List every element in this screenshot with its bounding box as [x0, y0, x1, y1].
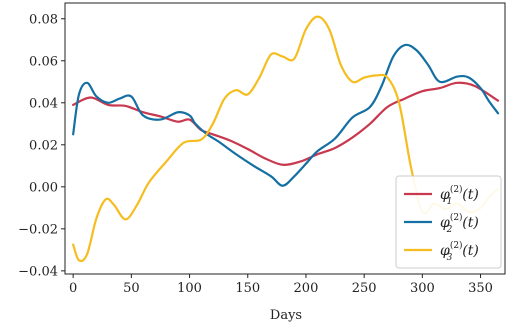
x-tick-label: 350	[468, 281, 493, 296]
y-tick-label: 0.00	[29, 180, 58, 195]
y-tick-label: −0.04	[18, 264, 58, 279]
tick-marks	[61, 18, 482, 278]
x-tick-label: 250	[352, 281, 377, 296]
legend-box	[395, 175, 502, 269]
x-tick-label: 150	[235, 281, 260, 296]
y-tick-label: 0.02	[29, 138, 58, 153]
plot-frame	[64, 2, 506, 275]
legend: φ(2) 1 (t) φ(2) 2 (t) φ(2) 3 (t)	[395, 175, 502, 269]
x-axis-label: Days	[270, 308, 302, 323]
x-tick-label: 200	[294, 281, 319, 296]
series-line-1	[72, 81, 500, 166]
tick-labels: 0 50 100 150 200 250 300 350 −0.04 −0.02 0.00 0.02 0…	[18, 12, 493, 296]
x-tick-label: 0	[69, 281, 77, 296]
legend-label-1: φ(2) 1 (t)	[440, 184, 479, 207]
x-tick-label: 50	[123, 281, 140, 296]
y-tick-label: −0.02	[18, 222, 58, 237]
y-tick-label: 0.06	[29, 54, 58, 69]
x-tick-label: 100	[177, 281, 202, 296]
legend-label-2: φ(2) 2 (t)	[440, 212, 479, 235]
x-tick-label: 300	[410, 281, 435, 296]
y-tick-label: 0.04	[29, 96, 58, 111]
series-line-2	[72, 43, 500, 187]
legend-label-3: φ(2) 3 (t)	[440, 240, 479, 263]
y-tick-label: 0.08	[29, 12, 58, 27]
axes	[64, 2, 506, 275]
